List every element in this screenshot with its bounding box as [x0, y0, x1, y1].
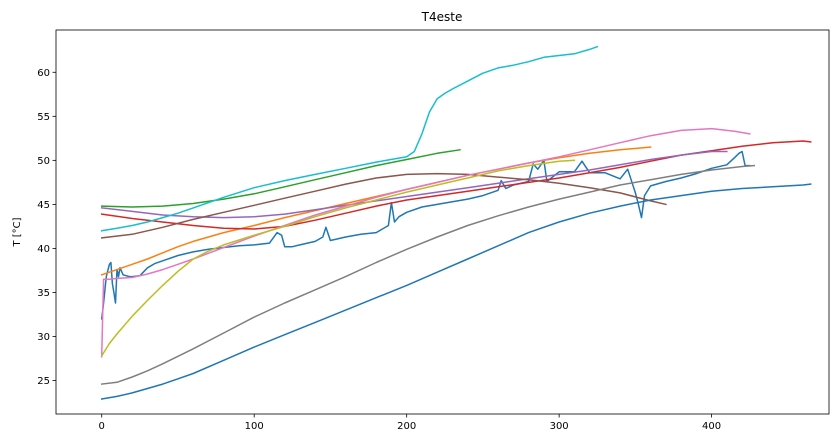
series-line-7 [100, 127, 751, 358]
y-tick-label: 50 [37, 156, 50, 167]
axes: 0 100 200 300 400 25 30 35 40 45 50 55 60 [37, 29, 830, 432]
series-line-6 [100, 172, 667, 239]
y-tick-label: 40 [37, 244, 50, 255]
series-line-5 [100, 150, 728, 219]
y-tick-label: 35 [37, 288, 50, 299]
y-tick-label: 30 [37, 332, 50, 343]
chart-title: T4este [421, 10, 463, 24]
x-tick-label: 300 [550, 421, 569, 432]
y-tick-label: 25 [37, 376, 50, 387]
series-line-11 [100, 183, 812, 400]
series-line-8 [100, 164, 756, 385]
series-line-3 [100, 148, 461, 208]
plot-frame [55, 29, 830, 415]
y-axis-label: T [°C] [12, 217, 23, 247]
y-tick-label: 45 [37, 200, 50, 211]
x-tick-label: 200 [397, 421, 416, 432]
x-tick-label: 0 [99, 421, 105, 432]
series-line-9 [100, 159, 576, 357]
series-line-4 [100, 140, 812, 230]
series-line-10 [100, 45, 599, 232]
x-tick-label: 100 [245, 421, 264, 432]
y-tick-label: 60 [37, 68, 50, 79]
x-tick-label: 400 [702, 421, 721, 432]
plot-area [100, 45, 812, 400]
y-tick-label: 55 [37, 112, 50, 123]
